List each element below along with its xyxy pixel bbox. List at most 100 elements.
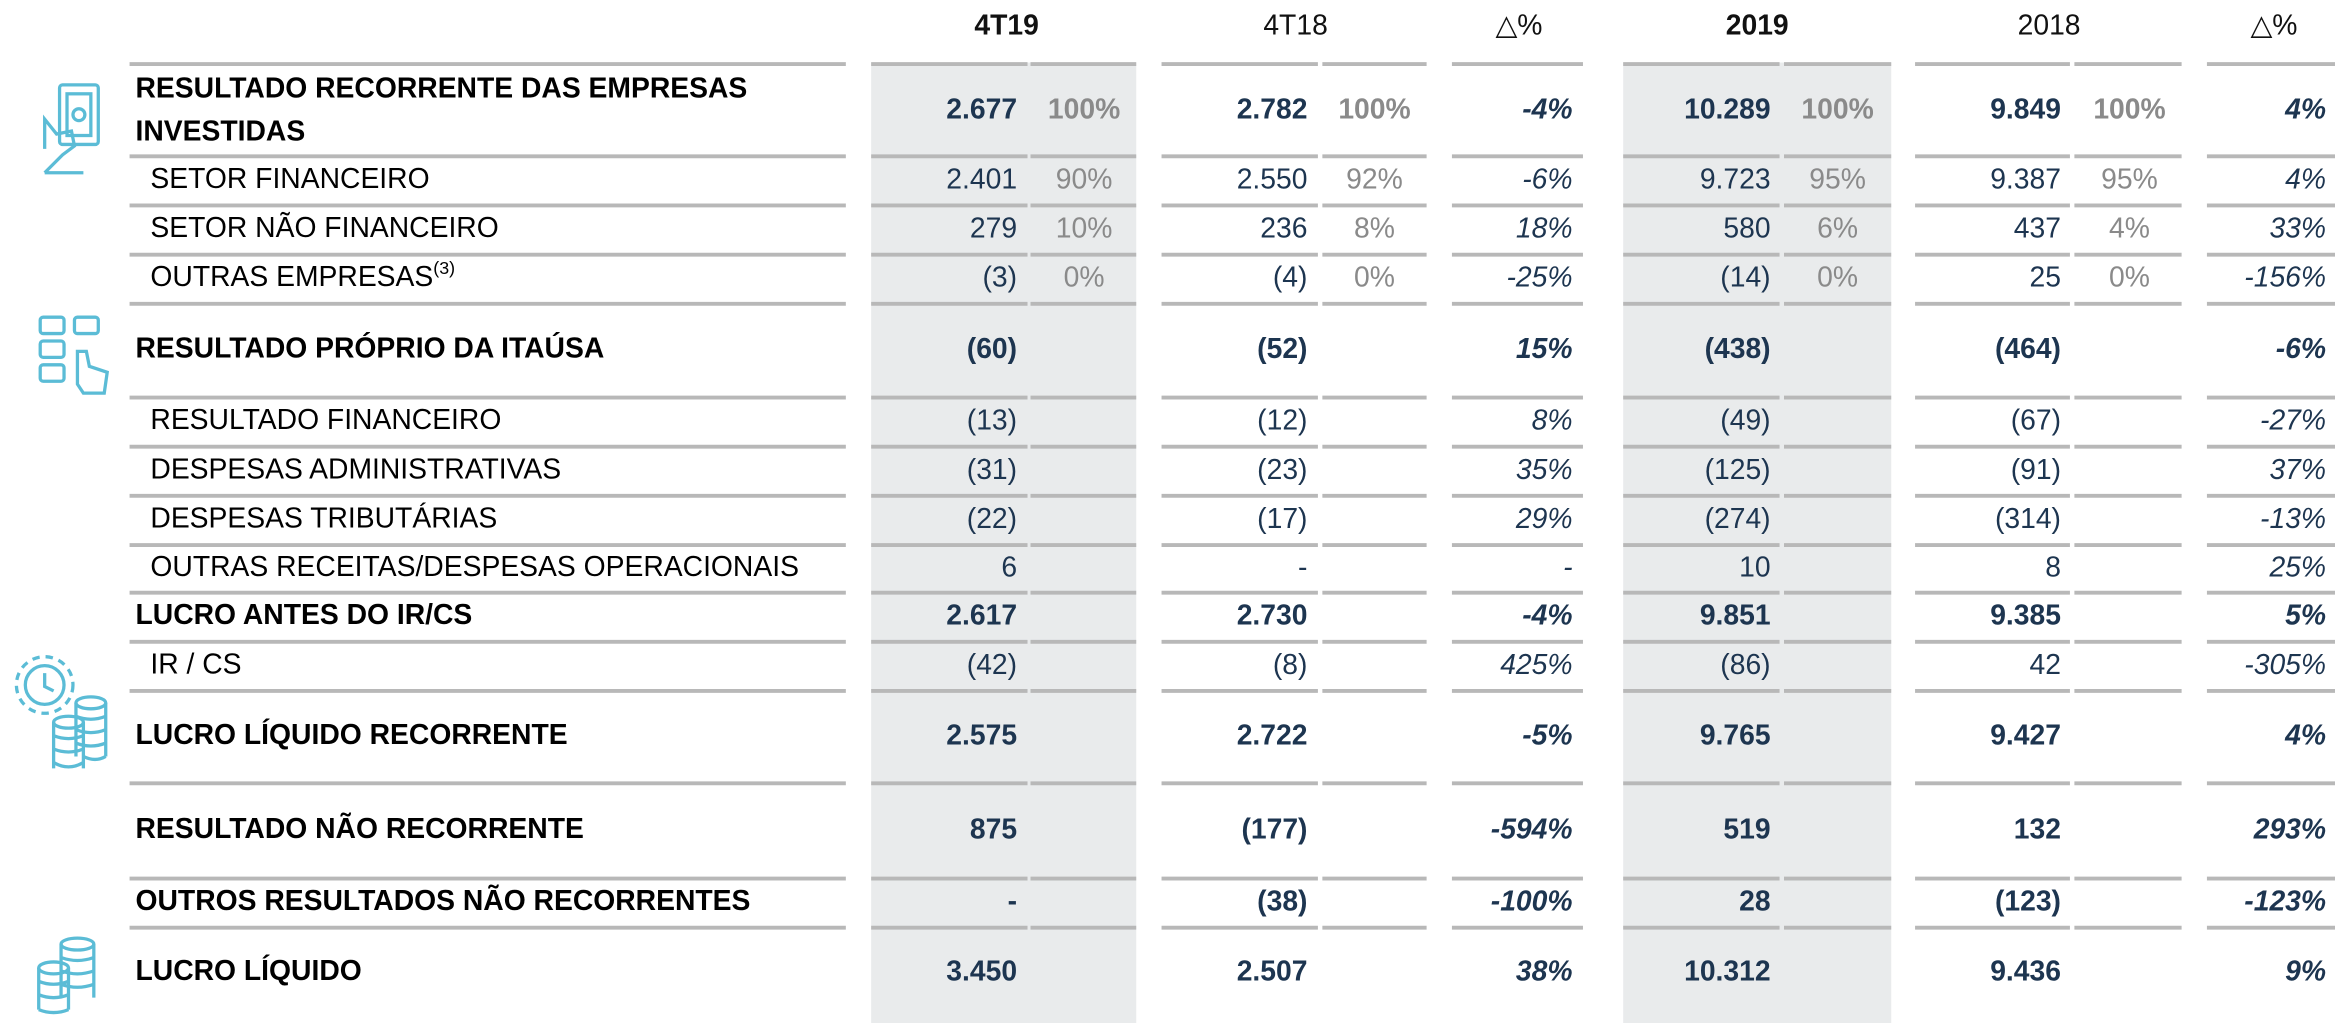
row-label: LUCRO ANTES DO IR/CS (136, 599, 473, 631)
change-cell: 29% (1515, 502, 1573, 534)
value-cell: 2.617 (946, 599, 1017, 631)
row-label: RESULTADO FINANCEIRO (150, 404, 501, 436)
value-cell: 9.723 (1700, 162, 1771, 194)
value-cell: (23) (1257, 453, 1307, 485)
change-cell: - (1563, 550, 1572, 582)
change-cell: -156% (2244, 261, 2326, 293)
value-cell: (52) (1257, 332, 1307, 364)
value-cell: 875 (970, 812, 1017, 844)
column-header: △% (2250, 8, 2297, 40)
value-cell: 9.385 (1990, 599, 2061, 631)
column-header: 4T19 (974, 8, 1038, 40)
row-label-text: LUCRO LÍQUIDO (136, 955, 362, 987)
value-cell: 279 (970, 212, 1017, 244)
shade-2019 (1623, 62, 1892, 1023)
value-cell: (17) (1257, 502, 1307, 534)
row-label: SETOR NÃO FINANCEIRO (150, 212, 498, 244)
share-cell: 4% (2109, 212, 2150, 244)
row-label-text: OUTROS RESULTADOS NÃO RECORRENTES (136, 885, 751, 917)
value-cell: 2.575 (946, 719, 1017, 751)
value-cell: (8) (1273, 648, 1308, 680)
value-cell: (123) (1995, 885, 2061, 917)
change-cell: 38% (1516, 955, 1573, 987)
change-cell: -123% (2244, 885, 2326, 917)
value-cell: 580 (1723, 212, 1770, 244)
change-cell: 4% (2284, 92, 2326, 124)
value-cell: (12) (1257, 404, 1307, 436)
value-cell: 25 (2030, 261, 2061, 293)
value-cell: 9.849 (1990, 92, 2061, 124)
column-header: 2019 (1726, 8, 1789, 40)
change-cell: 35% (1516, 453, 1573, 485)
value-cell: 437 (2014, 212, 2061, 244)
share-cell: 95% (1809, 162, 1866, 194)
value-cell: 9.387 (1990, 162, 2061, 194)
share-cell: 92% (1346, 162, 1403, 194)
value-cell: (91) (2011, 453, 2061, 485)
value-cell: - (1008, 885, 1017, 917)
row-label: DESPESAS ADMINISTRATIVAS (150, 453, 561, 485)
change-cell: 4% (2284, 719, 2326, 751)
value-cell: 28 (1739, 885, 1770, 917)
change-cell: -594% (1491, 812, 1573, 844)
share-cell: 10% (1056, 212, 1113, 244)
value-cell: 2.401 (946, 162, 1017, 194)
icon-gear-coins (14, 655, 108, 769)
value-cell: (13) (967, 404, 1017, 436)
row-label-text: IR / CS (150, 648, 241, 680)
value-cell: 10.312 (1684, 955, 1771, 987)
value-cell: 8 (2045, 550, 2061, 582)
value-cell: (314) (1995, 502, 2061, 534)
share-cell: 100% (2093, 92, 2165, 124)
share-cell: 0% (2109, 261, 2150, 293)
value-cell: 10.289 (1684, 92, 1771, 124)
value-cell: (42) (967, 648, 1017, 680)
share-cell: 8% (1354, 212, 1395, 244)
value-cell: 3.450 (946, 955, 1017, 987)
value-cell: (274) (1705, 502, 1771, 534)
value-cell: - (1298, 550, 1307, 582)
row-label: OUTROS RESULTADOS NÃO RECORRENTES (136, 885, 751, 917)
value-cell: 132 (2014, 812, 2061, 844)
value-cell: (177) (1241, 812, 1307, 844)
share-cell: 0% (1817, 261, 1858, 293)
change-cell: 18% (1516, 212, 1573, 244)
change-cell: 37% (2269, 453, 2326, 485)
change-cell: -305% (2244, 648, 2326, 680)
value-cell: 236 (1260, 212, 1307, 244)
change-cell: 8% (1532, 404, 1573, 436)
share-cell: 100% (1338, 92, 1410, 124)
share-cell: 90% (1056, 162, 1113, 194)
row-label-text: OUTRAS EMPRESAS (150, 261, 433, 293)
column-header: △% (1495, 8, 1542, 40)
change-cell: 425% (1500, 648, 1572, 680)
value-cell: 2.677 (946, 92, 1017, 124)
change-cell: -25% (1507, 261, 1573, 293)
value-cell: (60) (967, 332, 1017, 364)
value-cell: 9.436 (1990, 955, 2061, 987)
value-cell: 6 (1001, 550, 1017, 582)
row-label: RESULTADO NÃO RECORRENTE (136, 812, 584, 844)
row-label: INVESTIDAS (136, 115, 306, 147)
change-cell: -4% (1522, 92, 1572, 124)
share-cell: 0% (1354, 261, 1395, 293)
row-label: DESPESAS TRIBUTÁRIAS (150, 502, 497, 534)
value-cell: (3) (983, 261, 1018, 293)
row-label-text: OUTRAS RECEITAS/DESPESAS OPERACIONAIS (150, 550, 799, 582)
change-cell: 25% (2268, 550, 2326, 582)
value-cell: 9.851 (1700, 599, 1771, 631)
value-cell: 10 (1739, 550, 1770, 582)
value-cell: (67) (2011, 404, 2061, 436)
change-cell: 15% (1516, 332, 1573, 364)
change-cell: -27% (2260, 404, 2326, 436)
row-label: OUTRAS EMPRESAS(3) (150, 257, 455, 292)
change-cell: -100% (1491, 885, 1573, 917)
row-label-text: LUCRO ANTES DO IR/CS (136, 599, 473, 631)
shade-4t19 (871, 62, 1137, 1023)
row-label: LUCRO LÍQUIDO RECORRENTE (136, 719, 568, 751)
row-label-text: DESPESAS ADMINISTRATIVAS (150, 453, 561, 485)
row-label-text: RESULTADO FINANCEIRO (150, 404, 501, 436)
value-cell: 2.507 (1237, 955, 1308, 987)
column-header: 4T18 (1263, 8, 1327, 40)
